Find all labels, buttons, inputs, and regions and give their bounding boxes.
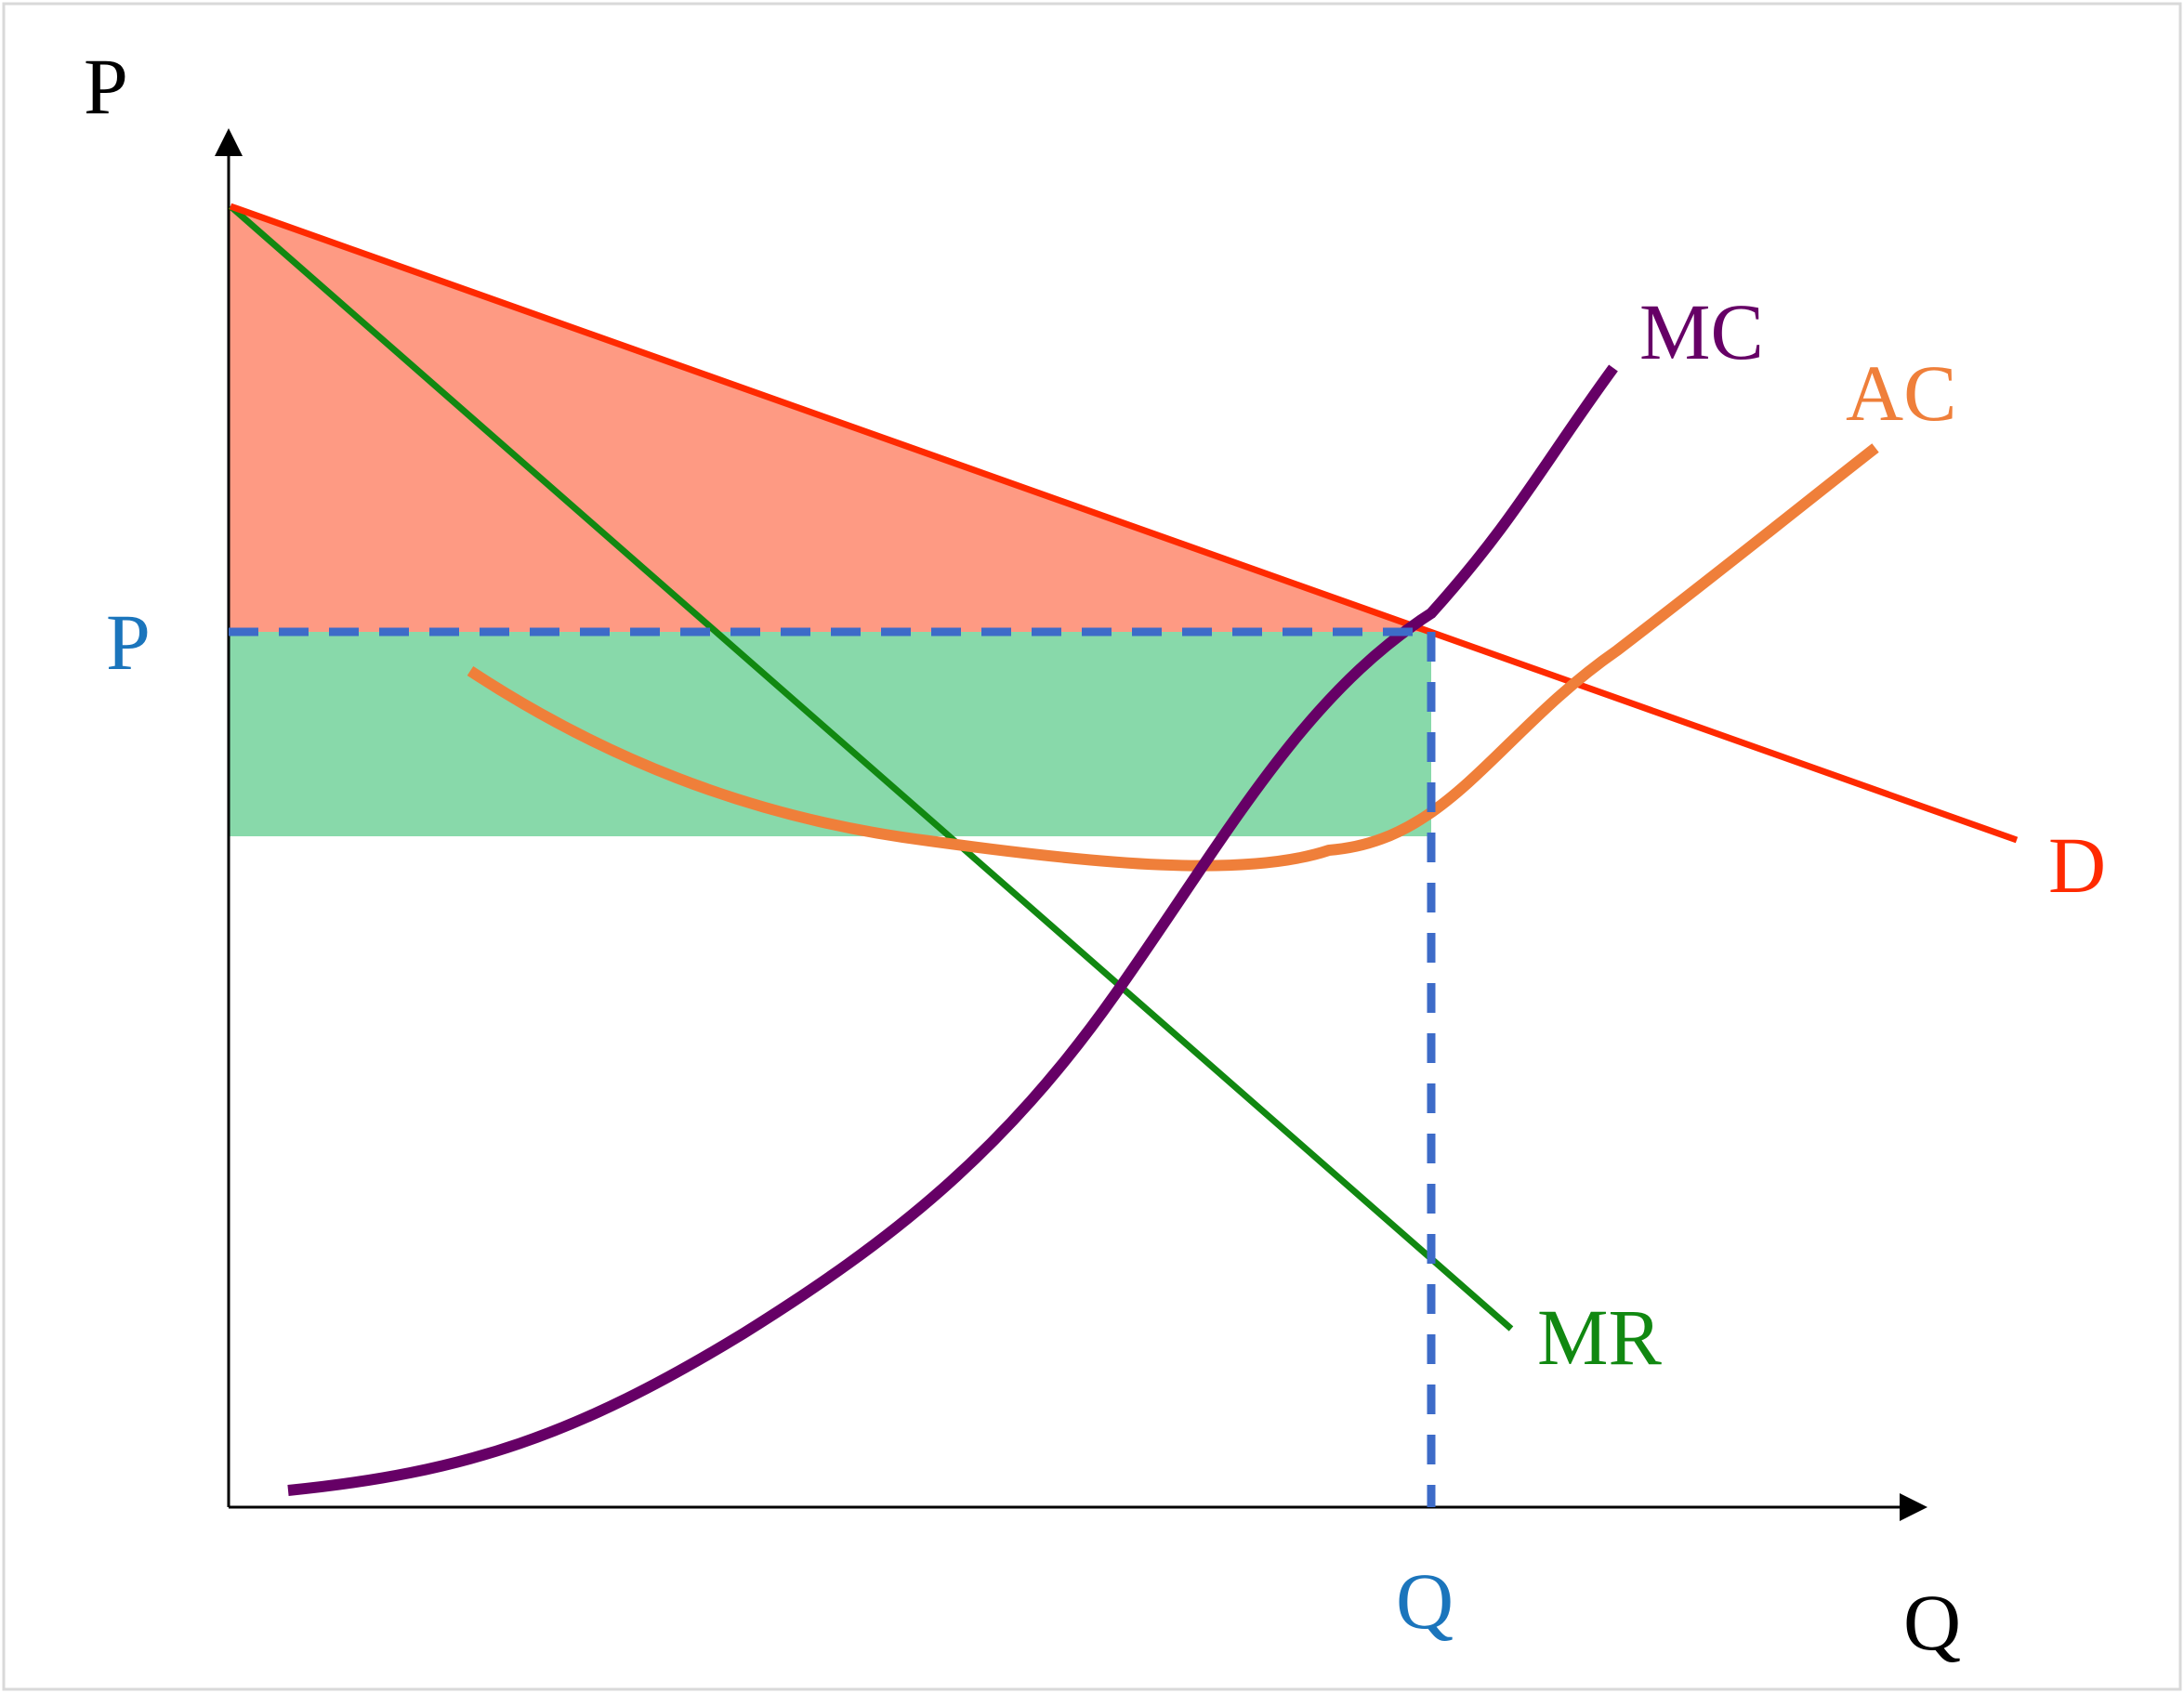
demand-curve (229, 203, 2019, 844)
mc-label: MC (1639, 287, 1764, 376)
mr-label: MR (1537, 1293, 1662, 1382)
x-axis-label: Q (1903, 1578, 1961, 1667)
d-label: D (2048, 820, 2106, 910)
marginal-revenue-curve (228, 203, 1514, 1332)
marginal-cost-curve (287, 364, 1618, 1496)
average-cost-curve (467, 443, 1879, 872)
y-axis-label: P (84, 42, 128, 131)
price-label: P (106, 597, 151, 687)
quantity-label: Q (1396, 1556, 1454, 1646)
ac-label: AC (1846, 348, 1956, 438)
